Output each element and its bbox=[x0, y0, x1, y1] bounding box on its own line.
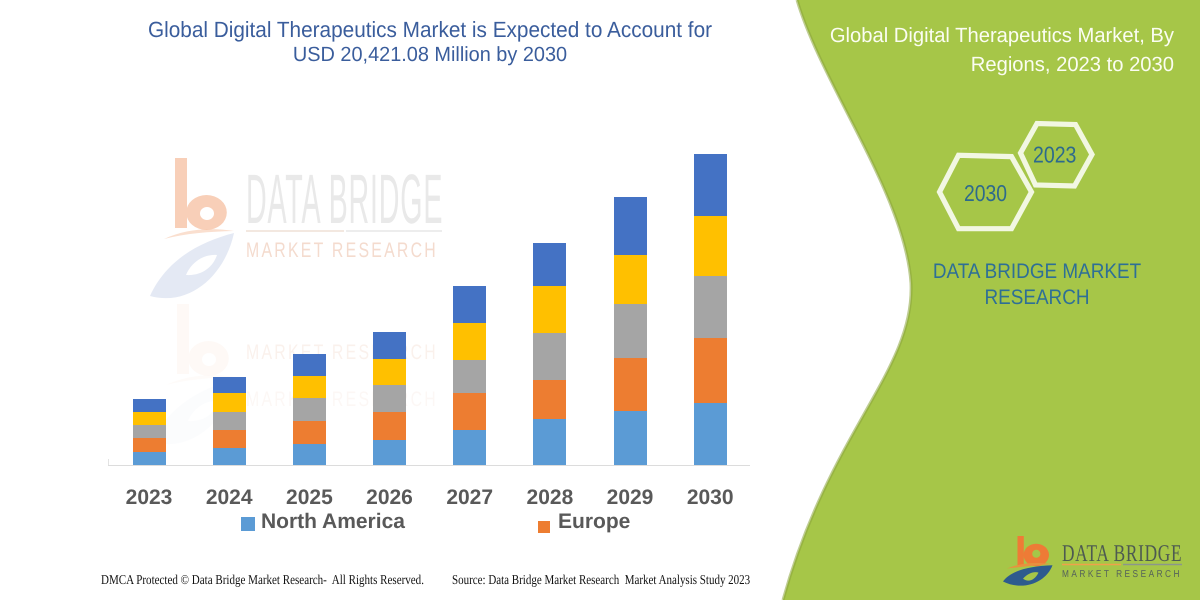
svg-text:2030: 2030 bbox=[964, 180, 1007, 206]
svg-text:2023: 2023 bbox=[1033, 142, 1076, 168]
svg-text:MARKET RESEARCH: MARKET RESEARCH bbox=[1062, 569, 1182, 580]
svg-text:DATA BRIDGE: DATA BRIDGE bbox=[1062, 541, 1182, 567]
